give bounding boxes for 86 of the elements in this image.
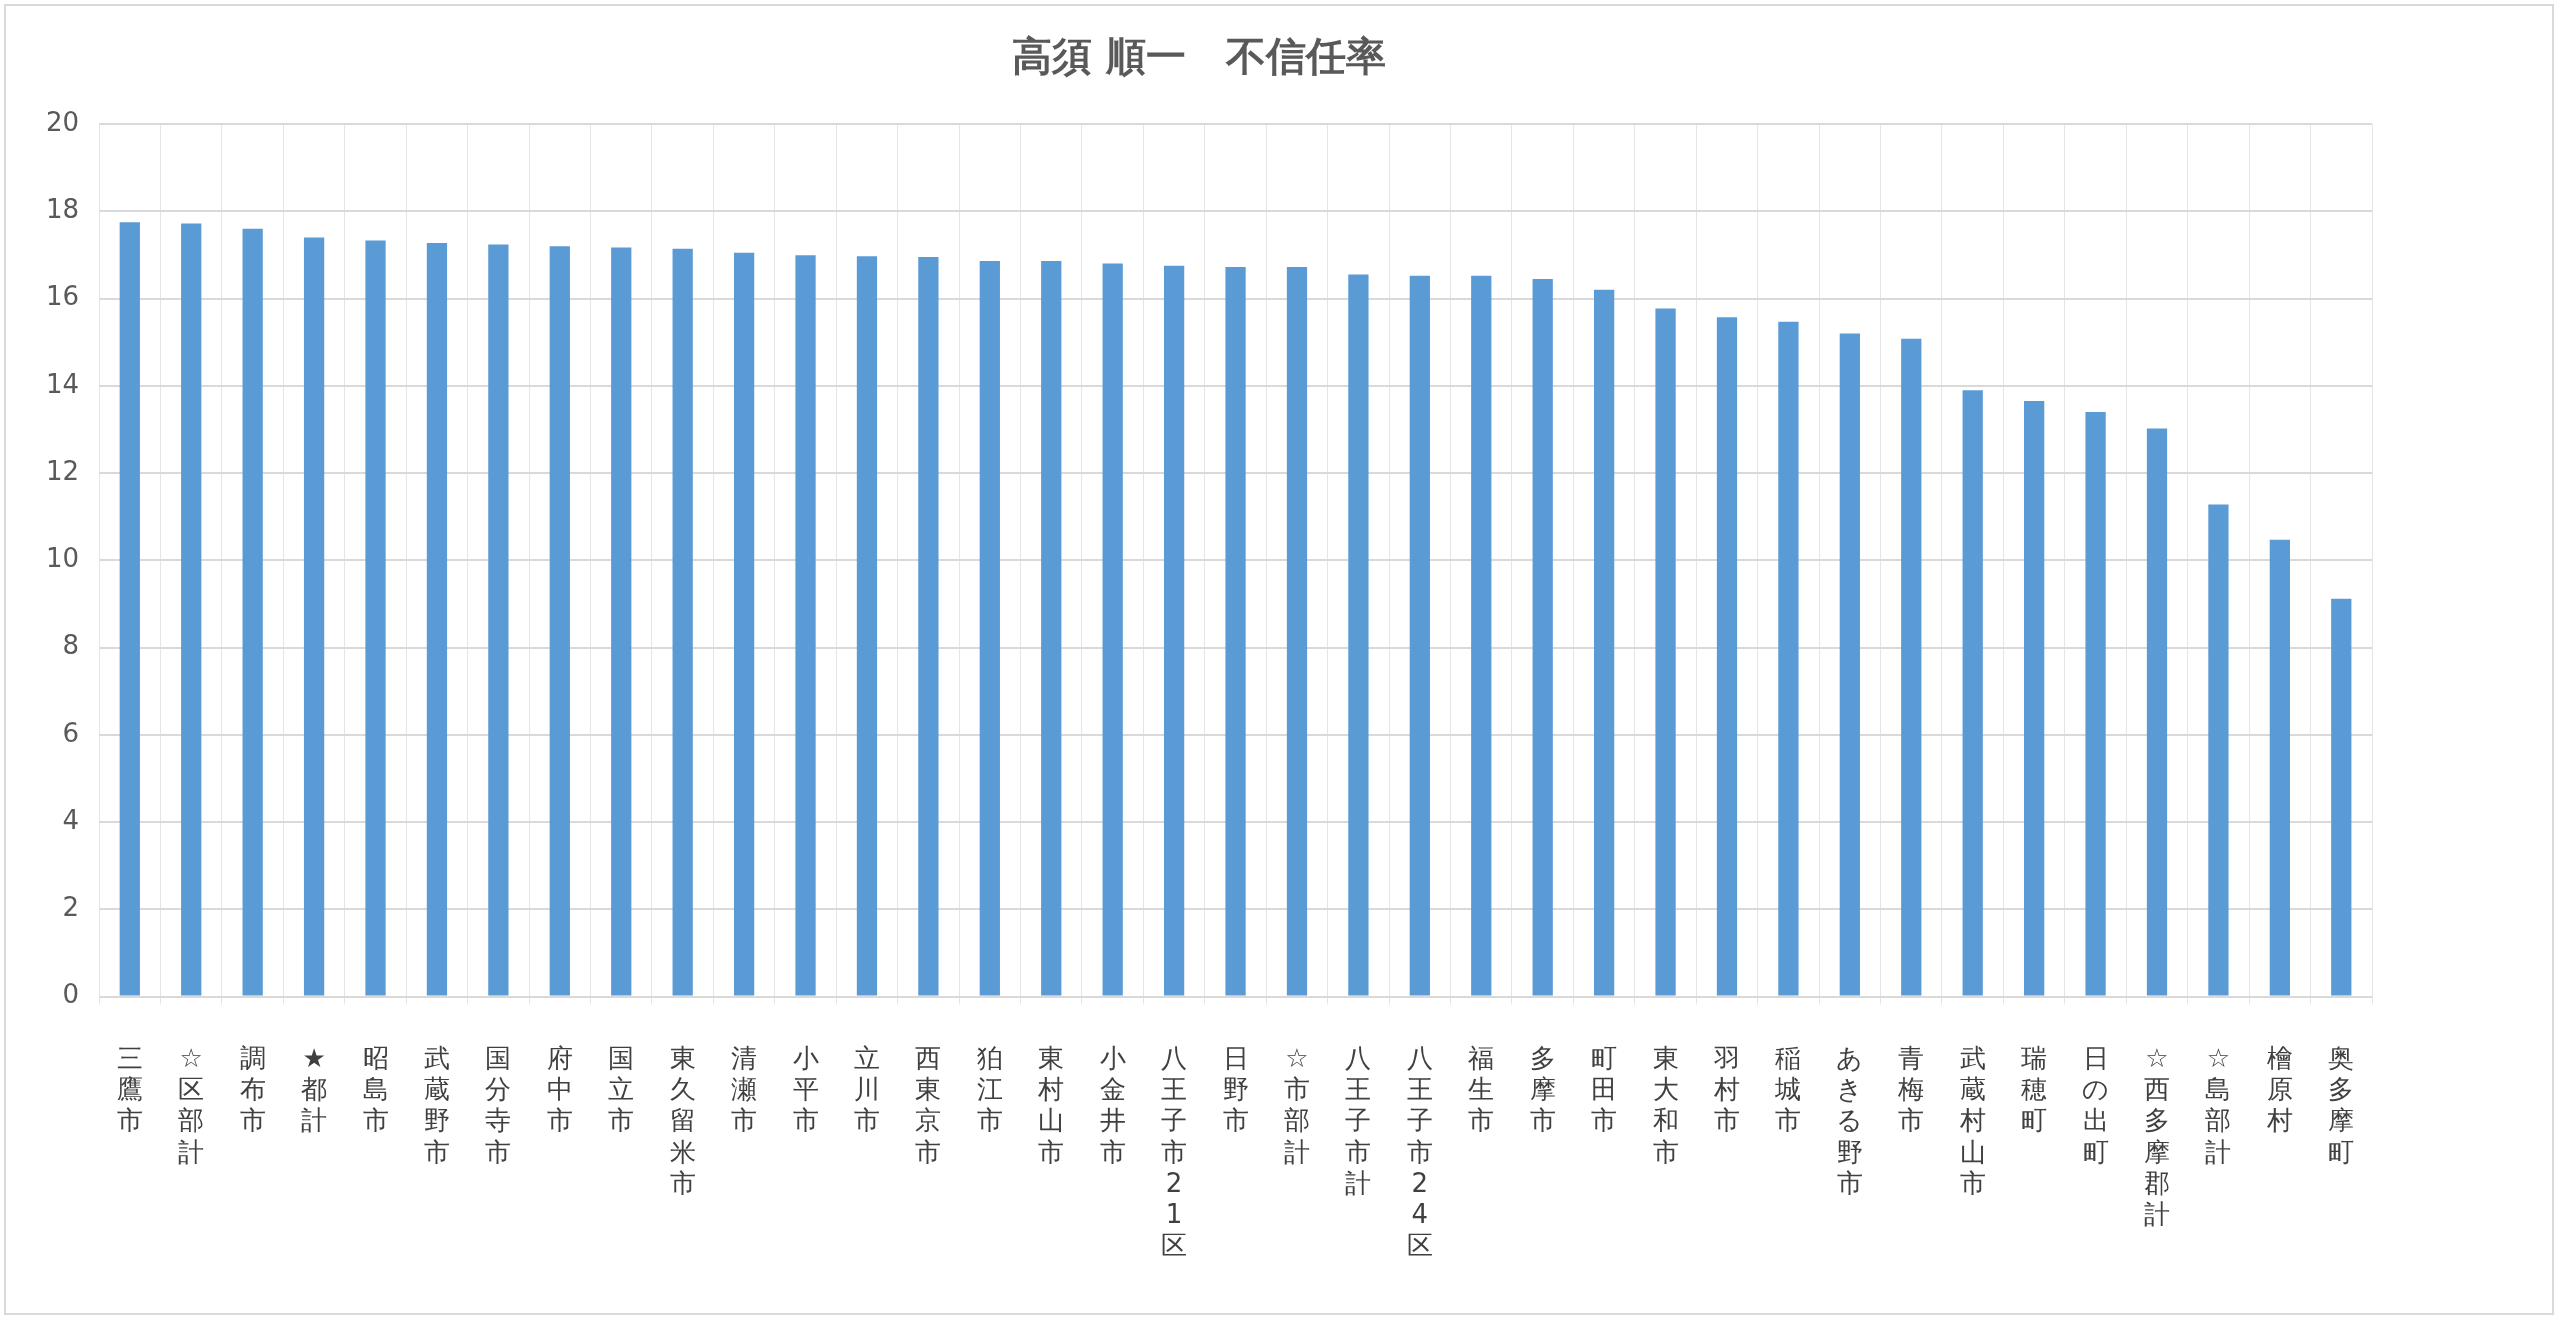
x-tick-label: ☆区部計 (178, 1042, 205, 1167)
x-tick-label: 西東京市 (915, 1042, 942, 1167)
x-tick-label: 三鷹市 (116, 1042, 143, 1136)
bar (1839, 333, 1860, 996)
bar (611, 247, 632, 996)
x-tick-label: 調布市 (239, 1042, 266, 1136)
bar (1778, 321, 1799, 996)
y-tick-label: 4 (62, 804, 80, 835)
y-tick-label: 16 (45, 281, 80, 312)
x-tick-label: 日の出町 (2082, 1042, 2110, 1167)
x-tick-label: 町田市 (1591, 1042, 1618, 1136)
bar (1286, 267, 1308, 996)
x-tick-label: 武蔵村山市 (1958, 1042, 1986, 1198)
x-tick-label: 奥多摩町 (2328, 1042, 2355, 1167)
y-tick-label: 12 (45, 455, 80, 486)
bar (2331, 598, 2352, 996)
y-tick-label: 10 (45, 543, 80, 574)
bar (1532, 278, 1553, 996)
bar (1041, 261, 1062, 996)
bar (1471, 275, 1492, 996)
bar (672, 248, 693, 996)
chart-title: 高須 順一 不信任率 (1012, 33, 1386, 80)
x-tick-label: 清瀬市 (731, 1042, 758, 1136)
y-tick-label: 0 (62, 979, 80, 1010)
x-tick-label: 国立市 (608, 1042, 635, 1136)
bar (2024, 401, 2045, 996)
y-tick-label: 2 (62, 892, 80, 923)
x-tick-label: 羽村市 (1712, 1042, 1740, 1136)
y-tick-label: 6 (62, 717, 80, 748)
x-tick-label: 府中市 (546, 1042, 573, 1136)
x-tick-label: 立川市 (853, 1042, 880, 1136)
x-tick-label: 青梅市 (1897, 1042, 1925, 1136)
bar (2146, 428, 2168, 996)
bar (426, 243, 448, 996)
x-tick-label: 八王子市計 (1345, 1042, 1372, 1198)
bar (1962, 390, 1983, 996)
bar (1409, 275, 1430, 996)
bar (119, 222, 140, 996)
x-tick-label: 八王子市21区 (1161, 1042, 1188, 1261)
bar (1716, 317, 1738, 996)
bar (365, 240, 386, 996)
x-tick-label: 檜原村 (2265, 1042, 2293, 1136)
bar (181, 223, 202, 996)
x-tick-label: 小平市 (792, 1042, 819, 1136)
bar (1901, 338, 1922, 996)
bar (1593, 289, 1615, 996)
bar (2208, 504, 2229, 996)
y-tick-label: 18 (45, 194, 80, 225)
bar (549, 246, 570, 996)
bar (979, 261, 1000, 996)
bar (488, 244, 509, 996)
x-tick-label: 国分寺市 (485, 1042, 512, 1167)
x-tick-label: 東村山市 (1037, 1042, 1065, 1167)
bar (2085, 411, 2106, 996)
x-tick-label: 瑞穂町 (2021, 1042, 2048, 1136)
x-tick-label: ☆島部計 (2205, 1042, 2232, 1167)
x-tick-label: 昭島市 (362, 1042, 389, 1136)
y-tick-label: 8 (62, 630, 80, 661)
bar (1655, 308, 1676, 996)
x-tick-label: ★都計 (301, 1042, 328, 1136)
bar (303, 237, 325, 996)
bar (1102, 263, 1123, 996)
x-tick-label: ☆市部計 (1283, 1042, 1310, 1167)
bar (918, 257, 939, 996)
x-tick-label: 八王子市24区 (1406, 1042, 1433, 1261)
x-tick-label: 狛江市 (976, 1042, 1003, 1136)
y-tick-label: 14 (45, 368, 80, 399)
x-tick-label: 稲城市 (1774, 1042, 1802, 1136)
x-tick-label: 福生市 (1468, 1042, 1495, 1136)
bar (2269, 539, 2290, 996)
x-tick-label: 小金井市 (1099, 1042, 1126, 1167)
bar (1348, 274, 1369, 996)
bar (856, 256, 878, 996)
x-tick-label: あきる野市 (1836, 1042, 1864, 1198)
x-tick-label: 東久留米市 (669, 1042, 696, 1198)
x-tick-label: 多摩市 (1529, 1042, 1556, 1136)
bar (242, 228, 263, 996)
y-tick-label: 20 (45, 106, 80, 137)
bar (733, 252, 755, 996)
bar (1225, 267, 1246, 996)
x-tick-label: 東大和市 (1652, 1042, 1679, 1167)
x-tick-label: ☆西多摩郡計 (2143, 1042, 2170, 1229)
x-tick-label: 武蔵野市 (423, 1042, 450, 1167)
x-tick-label: 日野市 (1222, 1042, 1249, 1136)
bar (1163, 265, 1185, 996)
bar (795, 255, 816, 996)
